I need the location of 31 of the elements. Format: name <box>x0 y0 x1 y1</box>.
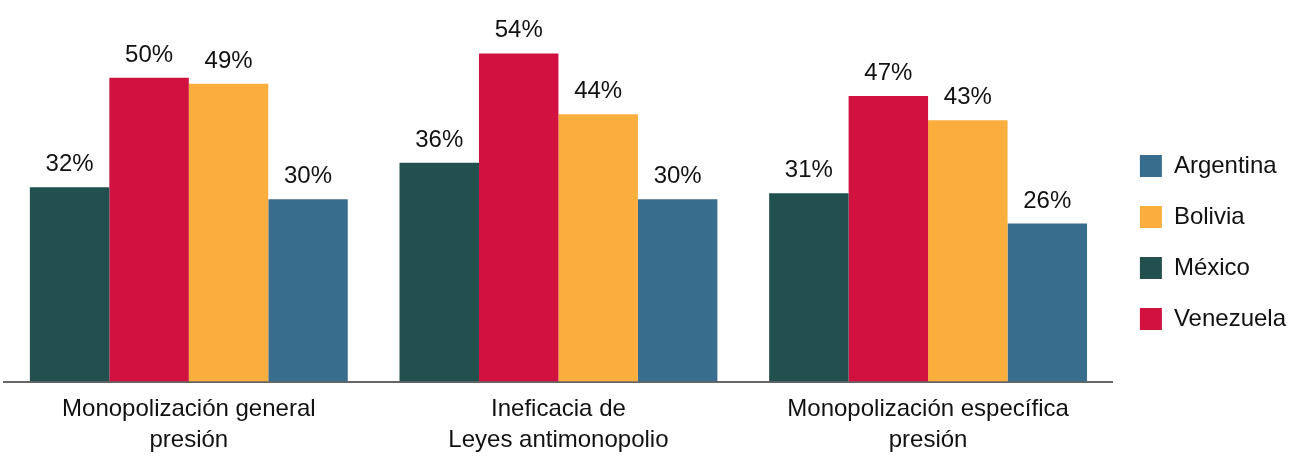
data-label: 36% <box>415 124 464 152</box>
bar <box>399 162 479 382</box>
legend-label: Venezuela <box>1173 303 1287 331</box>
bar <box>29 187 110 382</box>
bar <box>769 193 849 382</box>
data-label: 49% <box>204 45 253 73</box>
x-tick-label: Monopolización general presión <box>62 393 316 453</box>
bar <box>188 83 269 382</box>
bar <box>109 77 189 382</box>
x-tick-label: Ineficacia de Leyes antimonopolio <box>448 393 669 453</box>
bar <box>478 53 559 382</box>
data-label: 32% <box>45 149 94 177</box>
data-label: 30% <box>284 161 333 189</box>
bar <box>928 120 1008 382</box>
bar <box>268 199 348 382</box>
data-label: 31% <box>784 155 833 183</box>
bar <box>558 114 638 382</box>
x-tick-label: Monopolización específica presión <box>787 393 1070 453</box>
legend-label: México <box>1173 252 1250 280</box>
legend-label: Argentina <box>1173 150 1278 178</box>
bar <box>848 96 929 382</box>
data-label: 43% <box>943 82 992 110</box>
data-label: 30% <box>653 161 702 189</box>
data-label: 50% <box>125 39 174 67</box>
data-label: 47% <box>864 58 913 85</box>
bar <box>637 199 718 382</box>
legend-label: Bolivia <box>1173 201 1246 229</box>
data-label: 54% <box>494 15 543 43</box>
data-label: 26% <box>1023 185 1072 213</box>
bar <box>1007 223 1088 382</box>
data-label: 44% <box>574 76 623 104</box>
